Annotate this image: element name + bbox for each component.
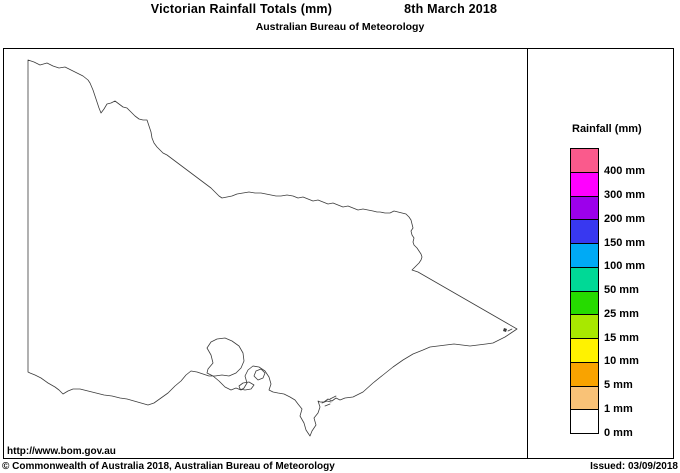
legend-swatch-10-mm	[571, 339, 598, 363]
legend-separator-line	[527, 48, 528, 459]
legend-swatch-25-mm	[571, 291, 598, 316]
legend-label-1-mm: 1 mm	[604, 402, 633, 415]
legend-label-0-mm: 0 mm	[604, 426, 633, 439]
bom-url-label: http://www.bom.gov.au	[7, 446, 116, 457]
legend-label-50-mm: 50 mm	[604, 284, 639, 296]
legend-label-300-mm: 300 mm	[604, 189, 645, 201]
legend-swatch-200-mm	[571, 196, 598, 221]
legend-label-25-mm: 25 mm	[604, 307, 639, 320]
legend-label-10-mm: 10 mm	[604, 355, 639, 368]
legend-label-150-mm: 150 mm	[604, 236, 645, 249]
legend-swatch-1-mm	[571, 386, 598, 411]
legend-title: Rainfall (mm)	[572, 123, 642, 135]
legend-swatch-400-mm	[571, 149, 598, 173]
legend-label-5-mm: 5 mm	[604, 379, 633, 391]
legend-swatch-5-mm	[571, 362, 598, 387]
header-title-line: Victorian Rainfall Totals (mm) 8th March…	[0, 2, 648, 16]
page-title: Victorian Rainfall Totals (mm)	[150, 2, 333, 16]
legend-label-15-mm: 15 mm	[604, 331, 639, 344]
legend-swatch-0-mm	[571, 410, 598, 433]
legend-color-bar	[570, 148, 599, 434]
legend-swatch-50-mm	[571, 267, 598, 292]
legend-label-400-mm: 400 mm	[604, 165, 645, 178]
legend-swatch-300-mm	[571, 172, 598, 197]
page-date: 8th March 2018	[404, 2, 498, 16]
legend-label-200-mm: 200 mm	[604, 212, 645, 225]
page-subtitle: Australian Bureau of Meteorology	[255, 21, 425, 33]
legend-swatch-15-mm	[571, 315, 598, 339]
legend-swatch-100-mm	[571, 244, 598, 268]
issued-date-text: Issued: 03/09/2018	[590, 461, 678, 472]
legend-swatch-150-mm	[571, 220, 598, 244]
copyright-text: © Commonwealth of Australia 2018, Austra…	[2, 461, 335, 472]
rainfall-legend: Rainfall (mm) 400 mm 300 mm 200 mm 150 mm 10…	[570, 123, 680, 439]
legend-label-100-mm: 100 mm	[604, 260, 645, 273]
